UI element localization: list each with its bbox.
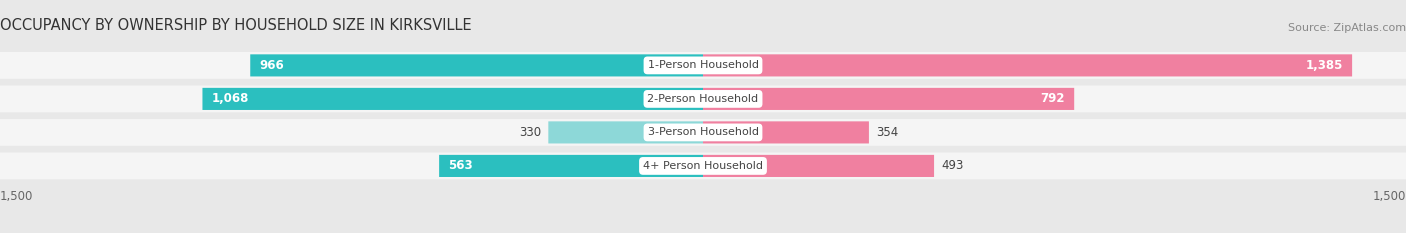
FancyBboxPatch shape	[703, 54, 1353, 76]
Text: 1,500: 1,500	[0, 190, 34, 203]
FancyBboxPatch shape	[0, 153, 703, 179]
Text: 354: 354	[876, 126, 898, 139]
FancyBboxPatch shape	[703, 52, 1406, 79]
Text: 1-Person Household: 1-Person Household	[648, 60, 758, 70]
Text: 1,385: 1,385	[1305, 59, 1343, 72]
FancyBboxPatch shape	[0, 119, 703, 146]
Text: 493: 493	[941, 159, 963, 172]
FancyBboxPatch shape	[703, 153, 1406, 179]
FancyBboxPatch shape	[703, 121, 869, 144]
Text: Source: ZipAtlas.com: Source: ZipAtlas.com	[1288, 23, 1406, 33]
Text: 966: 966	[260, 59, 284, 72]
FancyBboxPatch shape	[548, 121, 703, 144]
Text: 330: 330	[519, 126, 541, 139]
FancyBboxPatch shape	[202, 88, 703, 110]
Text: 792: 792	[1040, 93, 1064, 105]
FancyBboxPatch shape	[439, 155, 703, 177]
Text: 2-Person Household: 2-Person Household	[647, 94, 759, 104]
FancyBboxPatch shape	[703, 88, 1074, 110]
Text: 1,500: 1,500	[1372, 190, 1406, 203]
FancyBboxPatch shape	[703, 155, 934, 177]
Text: 1,068: 1,068	[212, 93, 249, 105]
FancyBboxPatch shape	[0, 52, 703, 79]
FancyBboxPatch shape	[250, 54, 703, 76]
Text: 563: 563	[449, 159, 474, 172]
Text: 3-Person Household: 3-Person Household	[648, 127, 758, 137]
FancyBboxPatch shape	[0, 86, 703, 112]
Text: OCCUPANCY BY OWNERSHIP BY HOUSEHOLD SIZE IN KIRKSVILLE: OCCUPANCY BY OWNERSHIP BY HOUSEHOLD SIZE…	[0, 18, 471, 33]
Text: 4+ Person Household: 4+ Person Household	[643, 161, 763, 171]
FancyBboxPatch shape	[703, 86, 1406, 112]
FancyBboxPatch shape	[703, 119, 1406, 146]
